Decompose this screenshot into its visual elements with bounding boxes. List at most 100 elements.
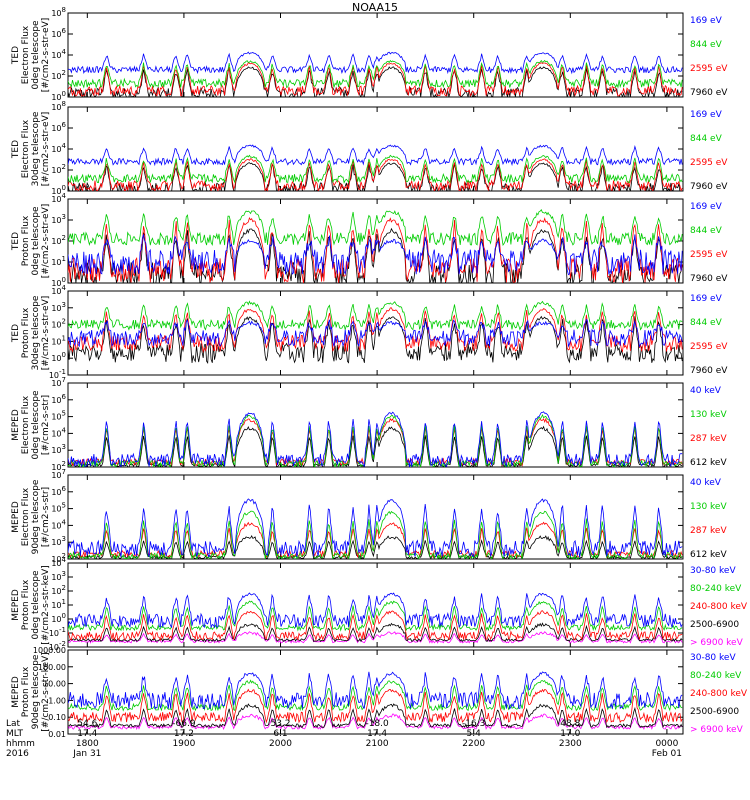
series-line (68, 411, 683, 467)
y-axis-label: MEPED (11, 589, 21, 621)
legend-entry: 7960 eV (690, 182, 728, 192)
y-tick-label: 100.00 (38, 663, 66, 672)
x-tick-label: 17.2 (174, 729, 194, 739)
y-axis-label: 0deg telescope (31, 390, 41, 460)
y-tick-label: 103 (51, 443, 66, 455)
y-tick-label: 105 (51, 410, 66, 422)
legend-entry: 612 keV (690, 458, 727, 468)
y-tick-label: 106 (51, 27, 66, 39)
y-tick-label: 103 (51, 213, 66, 225)
legend-entry: 2595 eV (690, 250, 728, 260)
y-axis-label: [#/cm2-s-str] (41, 487, 51, 547)
legend-entry: 2595 eV (690, 342, 728, 352)
series-line (68, 315, 683, 364)
series-line (68, 510, 683, 559)
x-tick-label: 2300 (559, 739, 582, 749)
y-axis-label: TED (11, 46, 21, 65)
y-axis-label: TED (11, 324, 21, 343)
series-group (68, 51, 683, 97)
x-tick-label: 5.4 (467, 729, 482, 739)
series-line (68, 318, 683, 348)
y-axis-label: 0deg telescope (31, 206, 41, 276)
legend-entry: 844 eV (690, 226, 723, 236)
x-tick-label: 17.4 (77, 729, 97, 739)
y-tick-label: 103 (51, 301, 66, 313)
legend-entry: 30-80 keV (690, 566, 736, 576)
y-axis-label: 30deg telescope (31, 295, 41, 370)
x-row-label: hhmm (6, 739, 35, 749)
series-line (68, 51, 683, 75)
series-line (68, 59, 683, 89)
legend-entry: 30-80 keV (690, 653, 736, 663)
legend-entry: 240-800 keV (690, 689, 748, 699)
y-tick-label: 100 (51, 351, 66, 363)
panel-frame (67, 474, 684, 560)
y-tick-label: 108 (51, 6, 66, 18)
y-axis-label: 30deg telescope (31, 111, 41, 186)
y-axis-label: Electron Flux (21, 487, 31, 546)
y-tick-label: 103 (51, 570, 66, 582)
legend-entry: 287 keV (690, 434, 727, 444)
series-line (68, 610, 683, 642)
series-line (68, 688, 683, 724)
x-tick-label: 48.8 (560, 719, 580, 729)
y-axis-label: TED (11, 232, 21, 251)
series-line (68, 158, 683, 191)
y-axis-label: Proton Flux (21, 579, 31, 630)
x-tick-label: -66.9 (172, 719, 196, 729)
legend-entry: 240-800 keV (690, 602, 748, 612)
series-group (68, 209, 683, 283)
y-tick-label: 106 (51, 485, 66, 497)
legend-entry: 844 eV (690, 134, 723, 144)
legend-entry: 80-240 keV (690, 584, 742, 594)
y-tick-label: 0.10 (48, 713, 66, 722)
legend-entry: 80-240 keV (690, 671, 742, 681)
legend-entry: 2500-6900 (690, 707, 739, 717)
y-tick-label: 10-1 (49, 626, 66, 638)
legend-entry: 2500-6900 (690, 620, 739, 630)
legend-entry: > 6900 keV (690, 725, 744, 735)
legend-entry: 130 keV (690, 502, 727, 512)
y-axis-label: [#/cm2-s-str-keV] (41, 565, 51, 644)
y-tick-label: 102 (51, 318, 66, 330)
legend-entry: 40 keV (690, 386, 722, 396)
x-tick-label: 0000 (655, 739, 678, 749)
y-tick-label: 10.00 (43, 680, 66, 689)
x-row-label: 2016 (6, 749, 29, 759)
y-axis-label: MEPED (11, 501, 21, 533)
y-tick-label: 104 (51, 426, 66, 438)
y-tick-label: 101 (51, 598, 66, 610)
series-line (68, 498, 683, 558)
legend-entry: 40 keV (690, 478, 722, 488)
y-tick-label: 1000.00 (33, 646, 66, 655)
y-axis-label: Electron Flux (21, 25, 31, 84)
panel-frame (67, 12, 684, 98)
x-row-label: Lat (6, 719, 21, 729)
y-axis-label: TED (11, 140, 21, 159)
series-group (68, 592, 683, 644)
series-group (68, 498, 683, 559)
series-group (68, 144, 683, 191)
y-tick-label: 104 (51, 142, 66, 154)
series-line (68, 592, 683, 629)
series-line (68, 703, 683, 729)
legend-entry: 2595 eV (690, 158, 728, 168)
series-line (68, 622, 683, 643)
legend-entry: 2595 eV (690, 64, 728, 74)
y-tick-label: 100 (51, 612, 66, 624)
y-axis-label: Proton Flux (21, 666, 31, 717)
x-tick-label: 2000 (269, 739, 292, 749)
y-axis-label: [#/cm2-s-str] (41, 395, 51, 455)
series-line (68, 209, 683, 247)
y-axis-label: Electron Flux (21, 395, 31, 454)
panel-frame (67, 649, 684, 735)
x-tick-label: Feb 01 (652, 749, 682, 759)
y-tick-label: 101 (51, 255, 66, 267)
y-tick-label: 102 (51, 234, 66, 246)
panel-frame (67, 382, 684, 468)
series-line (68, 534, 683, 559)
